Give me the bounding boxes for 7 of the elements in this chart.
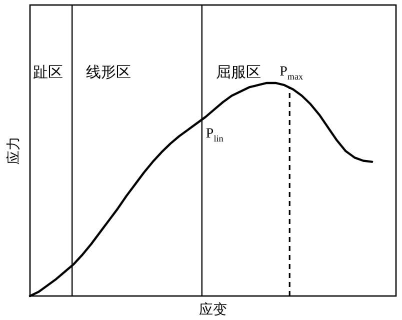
text: 线形区	[86, 64, 132, 81]
y-axis-title: 应力	[6, 136, 22, 164]
text: 屈服区	[216, 65, 261, 81]
text: P$_{max}$	[280, 64, 304, 82]
annotation: P$_{lin}$	[206, 126, 224, 144]
x-axis-title: 应变	[199, 302, 227, 318]
text: 趾区	[33, 64, 63, 81]
